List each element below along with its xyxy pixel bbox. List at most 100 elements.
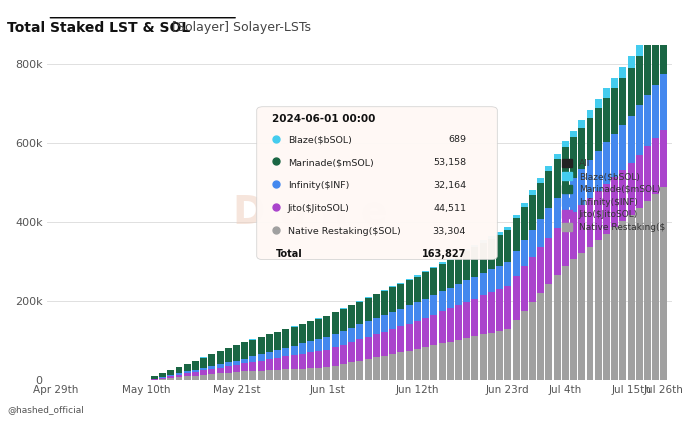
Bar xyxy=(290,355,298,369)
Bar xyxy=(274,350,281,358)
Bar xyxy=(611,88,618,134)
Bar xyxy=(595,240,602,380)
Bar xyxy=(488,332,495,380)
Bar xyxy=(480,295,486,335)
Bar xyxy=(521,266,528,311)
Bar xyxy=(620,125,626,170)
Bar xyxy=(176,373,183,375)
Bar xyxy=(595,108,602,151)
Bar xyxy=(455,340,462,380)
Bar xyxy=(159,374,166,377)
Bar xyxy=(488,269,495,292)
Bar xyxy=(512,251,519,276)
Bar xyxy=(290,369,298,380)
Text: Total Staked LST & SOL: Total Staked LST & SOL xyxy=(7,21,190,35)
Bar xyxy=(545,284,552,380)
Bar xyxy=(636,41,643,56)
Bar xyxy=(274,332,281,350)
Bar xyxy=(488,236,495,239)
Bar xyxy=(241,342,248,359)
Bar xyxy=(620,221,626,380)
Bar xyxy=(290,346,298,355)
Bar xyxy=(529,257,536,302)
Bar xyxy=(151,376,158,379)
Bar xyxy=(406,351,413,380)
Text: 2024-06-01 00:00: 2024-06-01 00:00 xyxy=(272,114,376,124)
Bar xyxy=(209,374,216,380)
Bar xyxy=(225,366,232,373)
Bar xyxy=(183,364,190,371)
Bar xyxy=(480,243,486,273)
Bar xyxy=(463,251,470,280)
Bar xyxy=(323,316,330,337)
Bar xyxy=(258,354,265,360)
Bar xyxy=(603,98,610,143)
Bar xyxy=(611,227,618,380)
Bar xyxy=(620,78,626,125)
Bar xyxy=(381,332,388,356)
Bar xyxy=(381,290,388,291)
Bar xyxy=(652,31,659,85)
Bar xyxy=(200,368,207,371)
Text: 53,158: 53,158 xyxy=(433,158,466,167)
Bar xyxy=(365,321,372,337)
Bar xyxy=(398,308,405,327)
Bar xyxy=(587,198,594,247)
Bar xyxy=(340,364,347,380)
Bar xyxy=(570,212,577,259)
Bar xyxy=(430,345,438,380)
Bar xyxy=(241,363,248,371)
Bar xyxy=(521,203,528,206)
Bar xyxy=(389,329,396,354)
Bar xyxy=(521,206,528,240)
Bar xyxy=(282,369,289,380)
Bar xyxy=(652,12,659,31)
Bar xyxy=(455,305,462,340)
Bar xyxy=(562,147,569,187)
Bar xyxy=(661,187,668,380)
Bar xyxy=(307,352,314,368)
Bar xyxy=(274,370,281,380)
Bar xyxy=(504,286,511,329)
Bar xyxy=(258,360,265,371)
Bar xyxy=(233,365,240,372)
Bar xyxy=(447,342,454,380)
Bar xyxy=(562,141,569,147)
Bar xyxy=(603,143,610,184)
Bar xyxy=(554,228,561,275)
Bar xyxy=(504,227,511,230)
Text: 689: 689 xyxy=(448,135,466,144)
Bar xyxy=(356,301,363,302)
Bar xyxy=(587,160,594,198)
Bar xyxy=(644,146,651,201)
Bar xyxy=(356,360,363,380)
Bar xyxy=(537,178,544,183)
Bar xyxy=(406,280,413,305)
Bar xyxy=(628,214,635,380)
Bar xyxy=(603,234,610,380)
Bar xyxy=(348,362,355,380)
Bar xyxy=(587,110,594,118)
Text: D u n e: D u n e xyxy=(232,194,387,231)
Bar xyxy=(661,129,668,187)
Bar xyxy=(200,357,207,368)
Bar xyxy=(332,365,339,380)
Bar xyxy=(545,208,552,238)
Bar xyxy=(315,319,322,339)
Bar xyxy=(455,255,462,284)
Bar xyxy=(447,288,454,308)
Bar xyxy=(644,27,651,44)
Bar xyxy=(628,69,635,116)
Bar xyxy=(348,305,355,327)
Bar xyxy=(167,376,174,378)
Bar xyxy=(512,320,519,380)
Bar xyxy=(159,379,166,380)
Bar xyxy=(545,166,552,171)
Text: Jito($JitoSOL): Jito($JitoSOL) xyxy=(288,204,350,213)
Bar xyxy=(480,240,486,243)
Bar xyxy=(414,349,421,380)
Bar xyxy=(365,298,372,321)
Bar xyxy=(233,372,240,380)
Text: [Solayer] Solayer-LSTs: [Solayer] Solayer-LSTs xyxy=(172,21,311,34)
Bar xyxy=(578,169,585,205)
